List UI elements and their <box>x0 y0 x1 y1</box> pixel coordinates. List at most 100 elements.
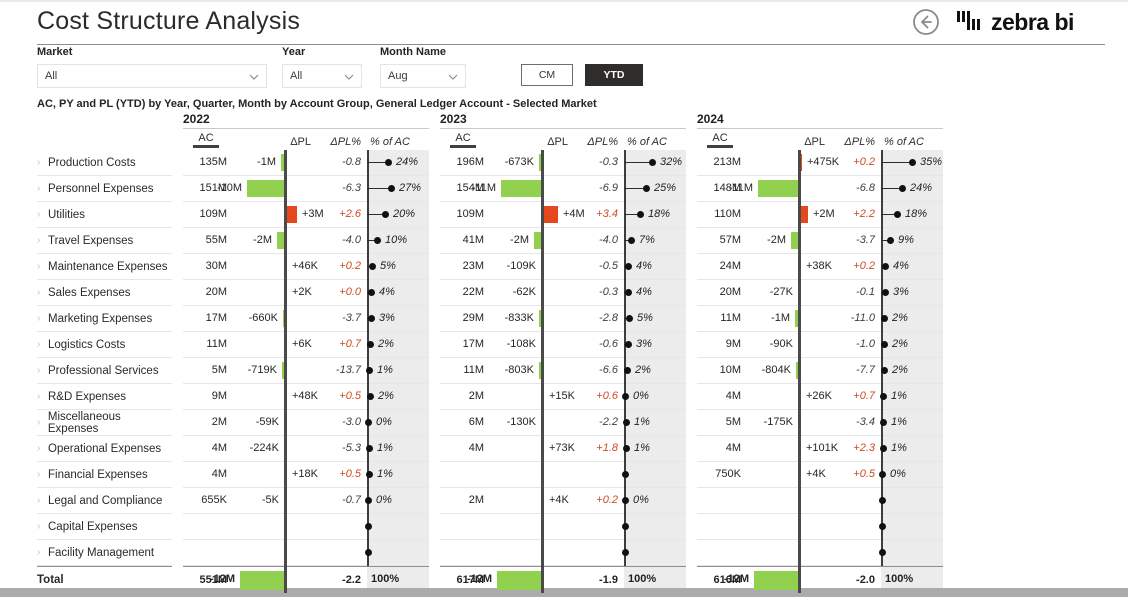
row-label-item[interactable]: › Professional Services <box>37 358 172 384</box>
back-button[interactable] <box>911 7 941 37</box>
pct-dot[interactable] <box>366 471 373 478</box>
expand-chevron-icon[interactable]: › <box>37 287 41 298</box>
delta-pl-bar[interactable] <box>539 362 542 379</box>
delta-pl-bar[interactable] <box>281 154 285 171</box>
pct-dot[interactable] <box>909 159 916 166</box>
pct-dot[interactable] <box>894 211 901 218</box>
pct-dot[interactable] <box>623 419 630 426</box>
delta-pl-bar[interactable] <box>791 232 799 249</box>
delta-pl-bar[interactable] <box>800 154 802 171</box>
expand-chevron-icon[interactable]: › <box>37 209 41 220</box>
pct-dot[interactable] <box>879 497 886 504</box>
pct-dot[interactable] <box>625 341 632 348</box>
row-label-item[interactable]: › Facility Management <box>37 540 172 566</box>
pct-dot[interactable] <box>369 263 376 270</box>
expand-chevron-icon[interactable]: › <box>37 339 41 350</box>
row-label-item[interactable]: › Travel Expenses <box>37 228 172 254</box>
expand-chevron-icon[interactable]: › <box>37 469 41 480</box>
expand-chevron-icon[interactable]: › <box>37 235 41 246</box>
row-label-item[interactable]: › Capital Expenses <box>37 514 172 540</box>
expand-chevron-icon[interactable]: › <box>37 391 41 402</box>
pct-dot[interactable] <box>879 471 886 478</box>
delta-pl-bar[interactable] <box>282 362 285 379</box>
pct-dot[interactable] <box>649 159 656 166</box>
pct-dot[interactable] <box>365 523 372 530</box>
delta-pl-bar[interactable] <box>277 232 285 249</box>
pct-dot[interactable] <box>622 393 629 400</box>
pct-dot[interactable] <box>382 211 389 218</box>
delta-pl-bar[interactable] <box>758 180 799 197</box>
pct-dot[interactable] <box>622 549 629 556</box>
expand-chevron-icon[interactable]: › <box>37 495 41 506</box>
cm-toggle-button[interactable]: CM <box>521 64 573 86</box>
row-label-item[interactable]: › Legal and Compliance <box>37 488 172 514</box>
pct-dot[interactable] <box>628 237 635 244</box>
expand-chevron-icon[interactable]: › <box>37 443 41 454</box>
expand-chevron-icon[interactable]: › <box>37 183 41 194</box>
delta-pl-bar[interactable] <box>247 180 285 197</box>
bottom-scroll-strip[interactable] <box>0 588 1128 597</box>
delta-pl-bar[interactable] <box>286 206 297 223</box>
expand-chevron-icon[interactable]: › <box>37 417 41 428</box>
pct-dot[interactable] <box>385 159 392 166</box>
pct-dot[interactable] <box>899 185 906 192</box>
delta-pl-bar[interactable] <box>754 571 799 590</box>
expand-chevron-icon[interactable]: › <box>37 365 41 376</box>
delta-pl-bar[interactable] <box>497 571 542 590</box>
market-dropdown[interactable]: All <box>37 64 267 88</box>
expand-chevron-icon[interactable]: › <box>37 547 41 558</box>
expand-chevron-icon[interactable]: › <box>37 261 41 272</box>
pct-dot[interactable] <box>368 289 375 296</box>
row-label-item[interactable]: › Miscellaneous Expenses <box>37 410 172 436</box>
pct-dot[interactable] <box>366 445 373 452</box>
pct-dot[interactable] <box>374 237 381 244</box>
pct-dot[interactable] <box>879 523 886 530</box>
pct-dot[interactable] <box>882 263 889 270</box>
pct-dot[interactable] <box>365 549 372 556</box>
delta-pl-bar[interactable] <box>534 232 542 249</box>
pct-dot[interactable] <box>367 341 374 348</box>
pct-dot[interactable] <box>880 393 887 400</box>
pct-dot[interactable] <box>388 185 395 192</box>
pct-dot[interactable] <box>365 419 372 426</box>
pct-dot[interactable] <box>881 341 888 348</box>
delta-pl-bar[interactable] <box>796 362 799 379</box>
row-label-item[interactable]: › Operational Expenses <box>37 436 172 462</box>
delta-pl-bar[interactable] <box>800 206 808 223</box>
delta-pl-bar[interactable] <box>501 180 542 197</box>
pct-dot[interactable] <box>368 315 375 322</box>
pct-dot[interactable] <box>887 237 894 244</box>
row-label-item[interactable]: › Sales Expenses <box>37 280 172 306</box>
pct-dot[interactable] <box>366 367 373 374</box>
row-label-item[interactable]: › Marketing Expenses <box>37 306 172 332</box>
pct-dot[interactable] <box>643 185 650 192</box>
pct-dot[interactable] <box>881 315 888 322</box>
delta-pl-bar[interactable] <box>795 310 799 327</box>
row-label-item[interactable]: › Personnel Expenses <box>37 176 172 202</box>
pct-dot[interactable] <box>367 393 374 400</box>
row-label-item[interactable]: › Utilities <box>37 202 172 228</box>
expand-chevron-icon[interactable]: › <box>37 157 41 168</box>
delta-pl-bar[interactable] <box>539 154 542 171</box>
ytd-toggle-button[interactable]: YTD <box>585 64 643 86</box>
pct-dot[interactable] <box>625 263 632 270</box>
pct-dot[interactable] <box>881 367 888 374</box>
expand-chevron-icon[interactable]: › <box>37 313 41 324</box>
row-label-item[interactable]: › R&D Expenses <box>37 384 172 410</box>
expand-chevron-icon[interactable]: › <box>37 521 41 532</box>
month-dropdown[interactable]: Aug <box>380 64 466 88</box>
row-label-item[interactable]: › Financial Expenses <box>37 462 172 488</box>
delta-pl-bar[interactable] <box>543 206 558 223</box>
delta-pl-bar[interactable] <box>539 310 542 327</box>
pct-dot[interactable] <box>880 419 887 426</box>
pct-dot[interactable] <box>879 549 886 556</box>
pct-dot[interactable] <box>625 289 632 296</box>
row-label-item[interactable]: › Logistics Costs <box>37 332 172 358</box>
pct-dot[interactable] <box>622 497 629 504</box>
pct-dot[interactable] <box>365 497 372 504</box>
pct-dot[interactable] <box>623 445 630 452</box>
pct-dot[interactable] <box>637 211 644 218</box>
pct-dot[interactable] <box>624 367 631 374</box>
pct-dot[interactable] <box>880 445 887 452</box>
row-label-item[interactable]: › Maintenance Expenses <box>37 254 172 280</box>
